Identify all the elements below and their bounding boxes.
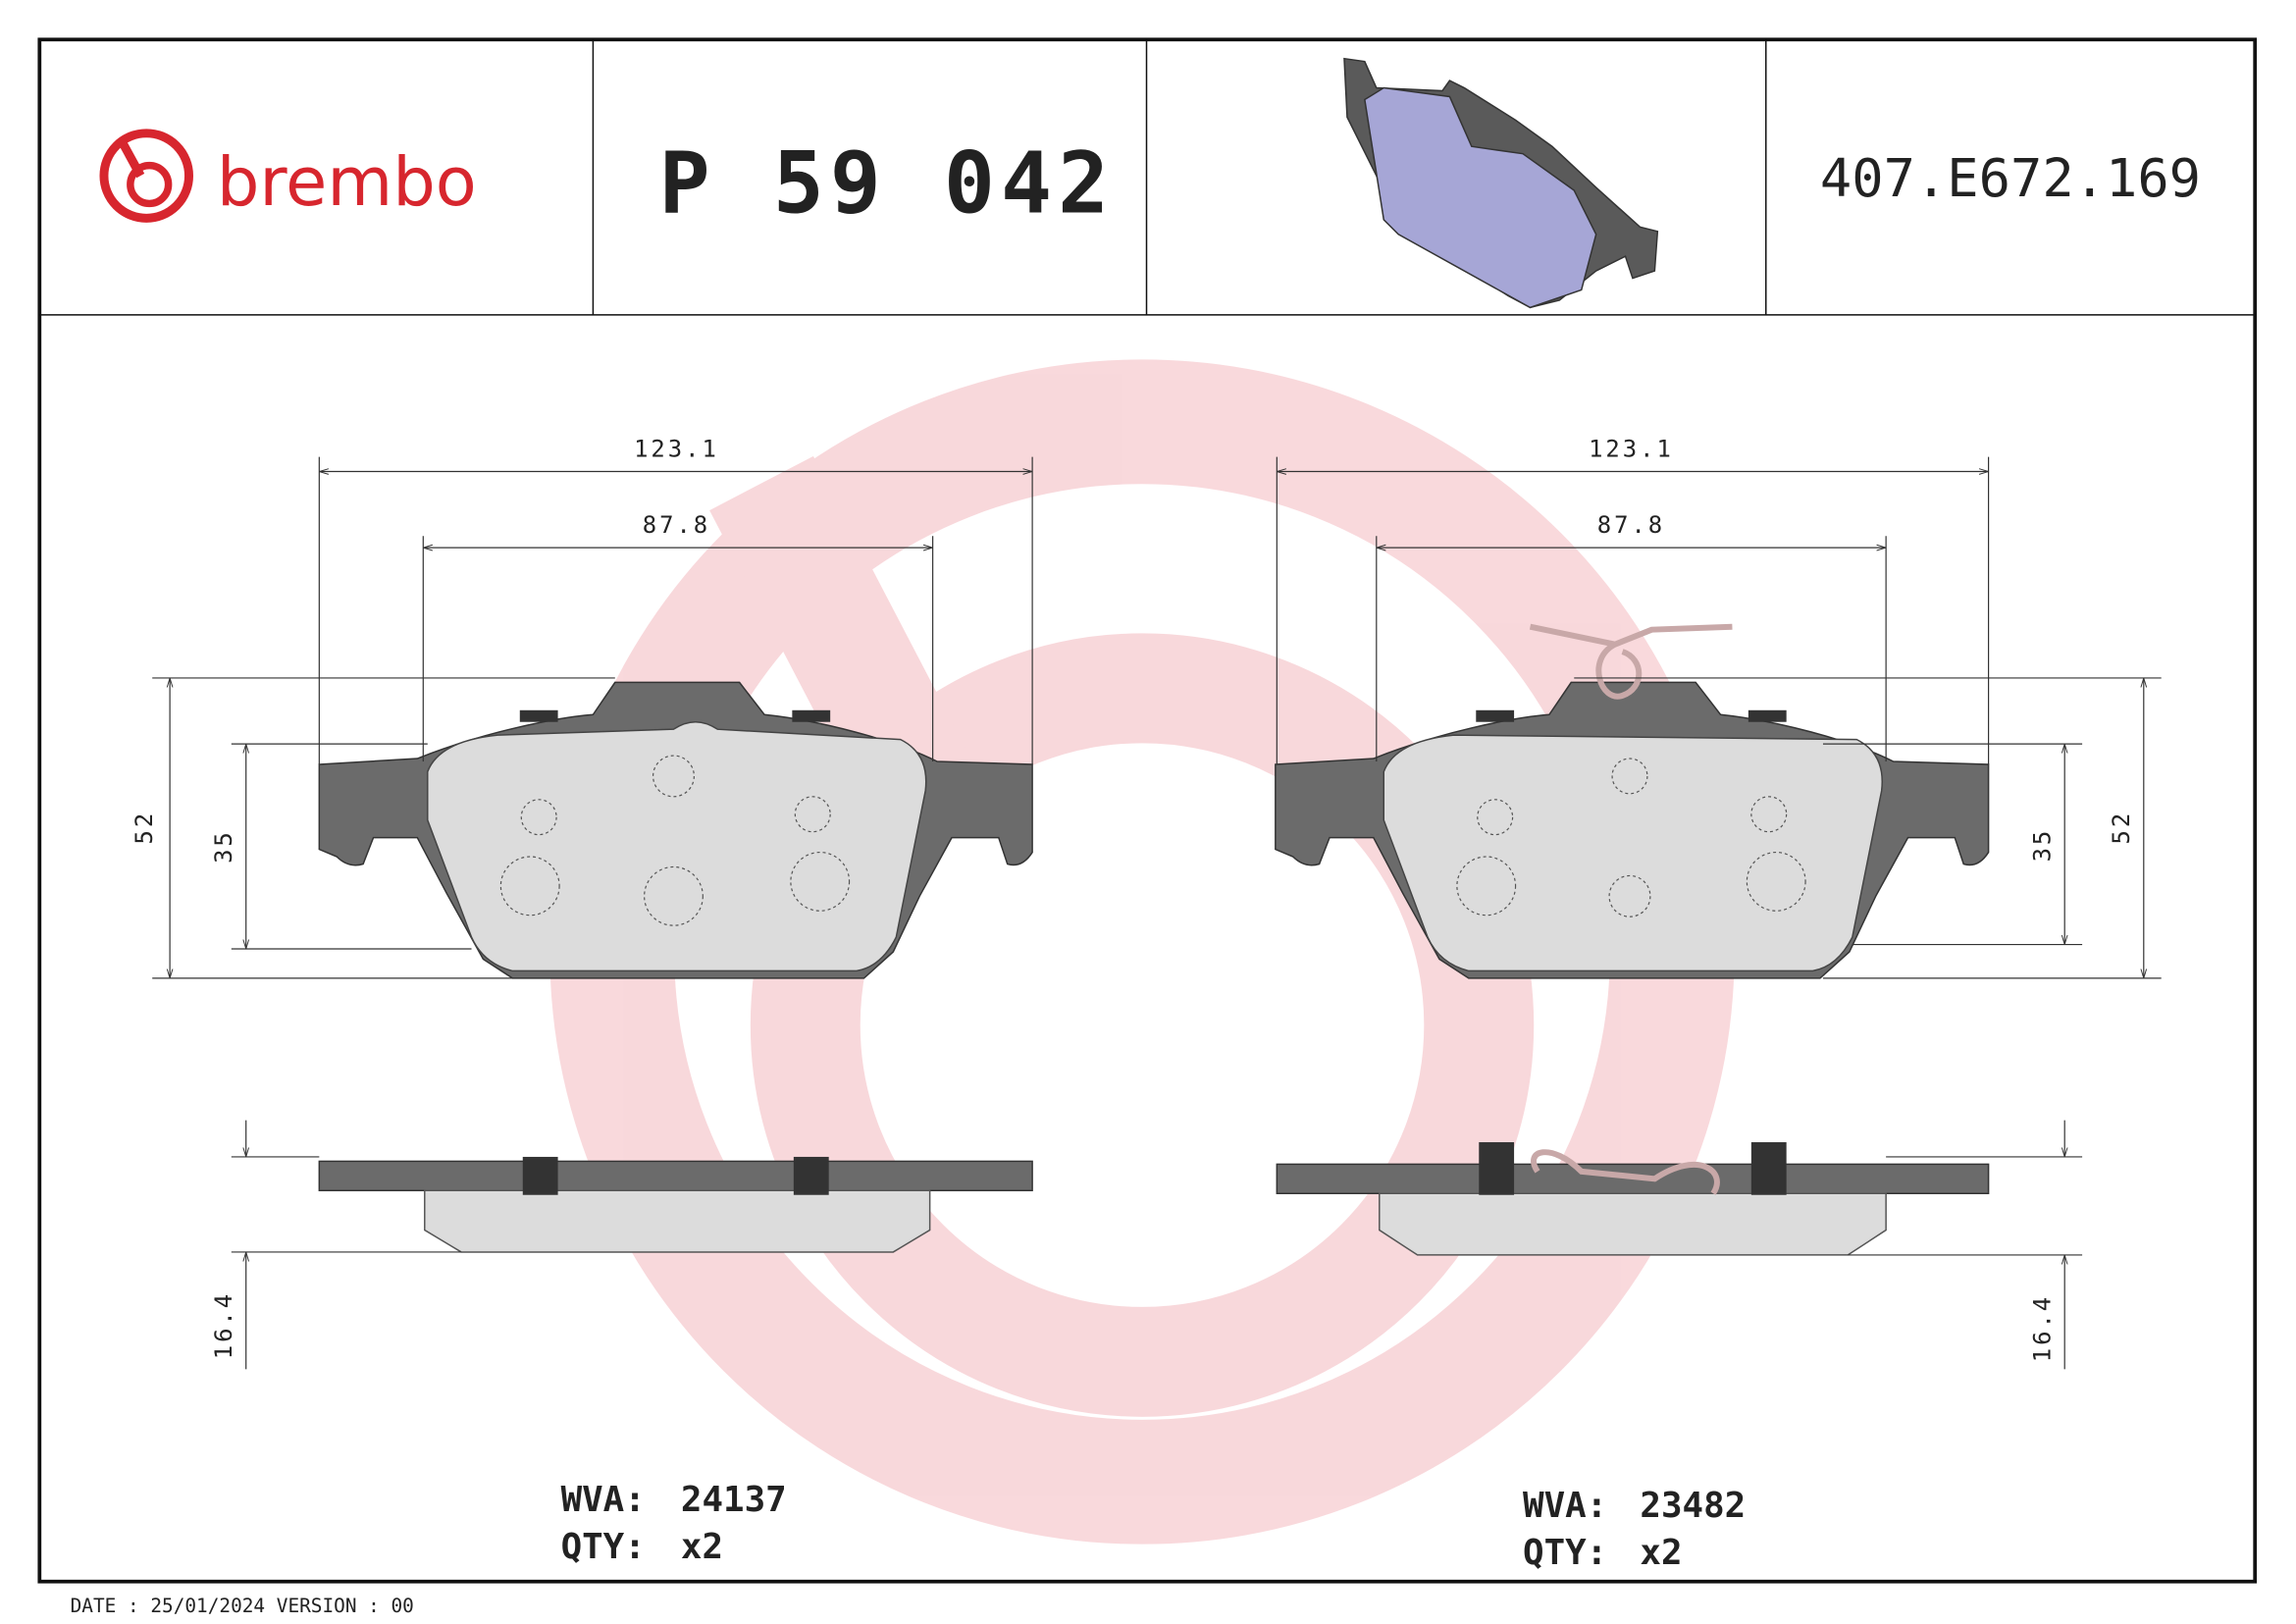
dimension-label: 16.4 [210,1291,237,1359]
wva-label: WVA: [1523,1486,1607,1526]
dimension-label: 35 [2028,828,2056,863]
dimension-label: 16.4 [2028,1294,2056,1362]
pad-side-left [231,1120,1033,1370]
wva-label: WVA: [561,1480,646,1520]
qty-label: QTY: [561,1527,646,1567]
pad-front-right [1275,623,1990,979]
wva-number: 24137 [681,1480,787,1520]
dimension-label: 87.8 [643,511,710,539]
code: 407.E672.169 [1820,147,2201,209]
dimensions-left [152,456,1033,979]
part-number: P 59 042 [659,134,1116,233]
pad-thumbnail [1343,57,1659,309]
dimension-label: 52 [130,811,158,845]
dimension-label: 87.8 [1597,511,1665,539]
qty-label: QTY: [1523,1533,1607,1573]
wva-number: 23482 [1640,1486,1746,1526]
pad-side-right [1276,1120,2083,1370]
footer: DATE : 25/01/2024 VERSION : 00 [71,1595,414,1617]
qty: x2 [681,1527,723,1567]
dimensions-right [1276,456,2162,979]
dimension-label: 35 [210,829,237,864]
pad-front-left [318,681,1033,979]
brand: brembo [217,143,477,222]
brand-logo [99,129,193,223]
dimension-label: 52 [2108,811,2135,845]
qty: x2 [1640,1533,1682,1573]
dimension-label: 123.1 [634,436,719,463]
dimension-label: 123.1 [1589,436,1674,463]
